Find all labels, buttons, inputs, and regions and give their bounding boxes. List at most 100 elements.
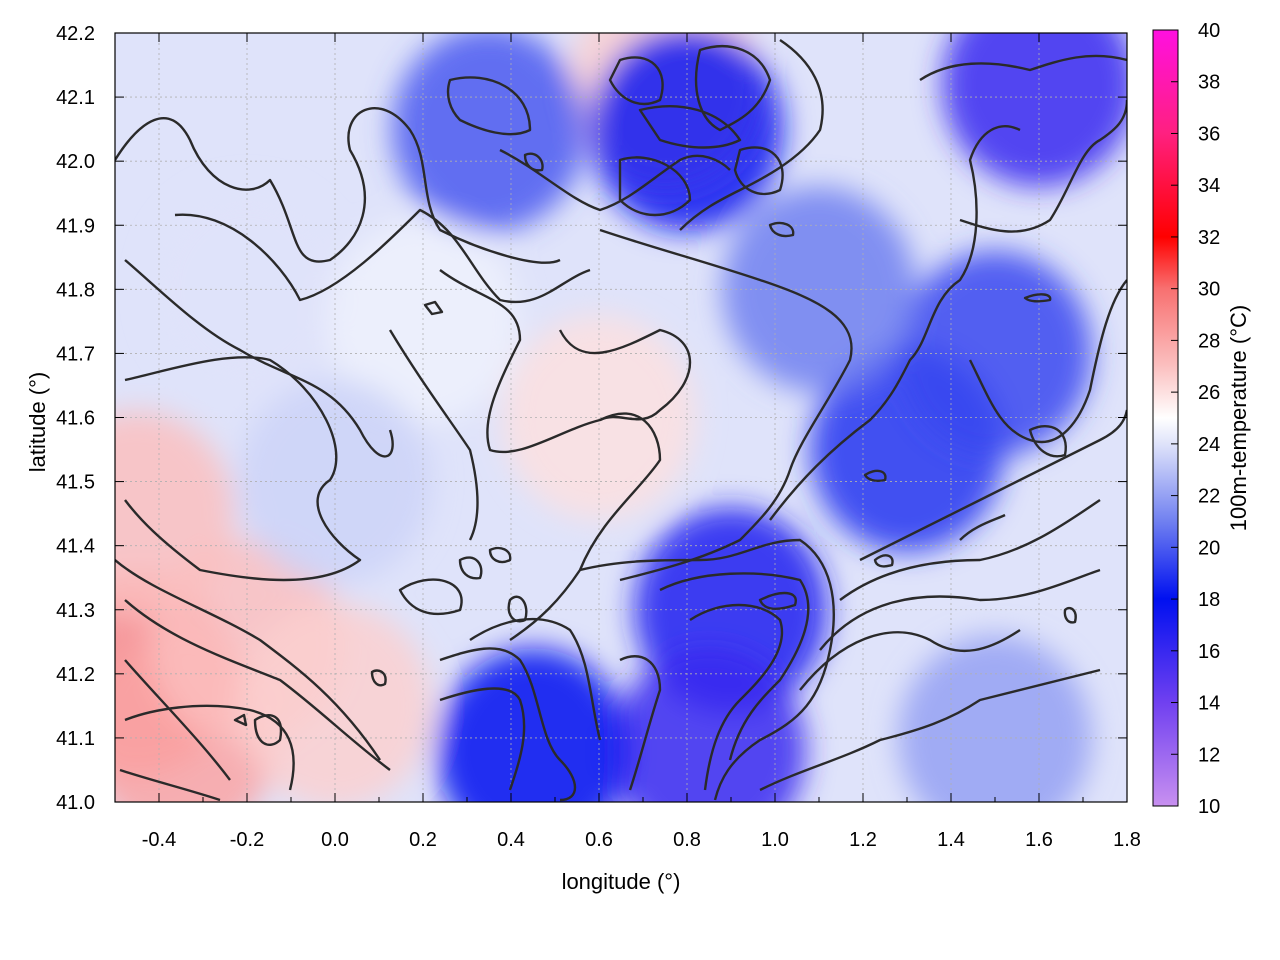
contour-line bbox=[469, 617, 602, 741]
colorbar-tick-label: 38 bbox=[1198, 72, 1220, 94]
contour-line bbox=[439, 687, 526, 791]
x-axis-title: longitude (°) bbox=[562, 869, 681, 894]
contour-lines bbox=[115, 39, 1127, 802]
contour-line bbox=[689, 603, 783, 791]
colorbar-tick-label: 32 bbox=[1198, 227, 1220, 249]
contour-line bbox=[619, 655, 662, 791]
colorbar-gradient bbox=[1152, 29, 1179, 807]
contour-line bbox=[873, 554, 894, 568]
contour-line bbox=[124, 356, 362, 582]
contour-line bbox=[558, 328, 692, 422]
colorbar-tick-label: 18 bbox=[1198, 589, 1220, 611]
y-axis: 41.0 41.1 41.2 41.3 41.4 41.5 41.6 41.7 41.8 41.9… bbox=[56, 23, 1127, 814]
y-tick-label: 42.0 bbox=[56, 151, 95, 173]
contour-line bbox=[959, 99, 1127, 233]
colorbar: 10 12 14 16 18 20 22 24 26 28 30 32 34 36 38 40 bbox=[1152, 20, 1220, 818]
y-tick-label: 41.3 bbox=[56, 600, 95, 622]
contour-line bbox=[859, 409, 1127, 562]
x-tick-label: 0.4 bbox=[497, 829, 525, 851]
x-tick-label: -0.2 bbox=[230, 829, 264, 851]
colorbar-ticks: 10 12 14 16 18 20 22 24 26 28 30 32 34 36 38 40 bbox=[1171, 20, 1220, 818]
plot-area bbox=[115, 33, 1127, 802]
x-tick-label: 1.2 bbox=[849, 829, 877, 851]
contour-line bbox=[124, 599, 391, 771]
contour-line bbox=[488, 546, 512, 564]
contour-line bbox=[523, 152, 544, 172]
y-tick-label: 41.0 bbox=[56, 792, 95, 814]
contour-line bbox=[423, 300, 444, 316]
x-tick-label: 0.6 bbox=[585, 829, 613, 851]
y-tick-label: 41.9 bbox=[56, 215, 95, 237]
y-tick-label: 42.2 bbox=[56, 23, 95, 45]
colorbar-tick-label: 14 bbox=[1198, 693, 1220, 715]
grid-lines bbox=[115, 33, 1127, 802]
contour-line bbox=[799, 629, 1021, 691]
contour-line bbox=[618, 156, 692, 217]
y-tick-label: 41.4 bbox=[56, 536, 95, 558]
heatmap-cell bbox=[942, 33, 1127, 187]
contour-line bbox=[919, 54, 1127, 81]
y-tick-label: 41.1 bbox=[56, 728, 95, 750]
x-tick-label: 1.0 bbox=[761, 829, 789, 851]
heatmap-cell bbox=[722, 186, 916, 392]
x-tick-label: 1.8 bbox=[1113, 829, 1141, 851]
x-axis: -0.4 -0.2 0.0 0.2 0.4 0.6 0.8 1.0 1.2 1.4 1.6 1.8 bbox=[114, 33, 1141, 851]
contour-line bbox=[694, 45, 772, 132]
contour-line bbox=[599, 228, 853, 582]
heatmap-cell bbox=[590, 33, 784, 232]
y-tick-label: 42.1 bbox=[56, 87, 95, 109]
contour-line bbox=[1023, 293, 1052, 303]
x-tick-label: 0.8 bbox=[673, 829, 701, 851]
y-axis-title: latitude (°) bbox=[25, 372, 50, 473]
contour-line bbox=[733, 146, 784, 196]
contour-line bbox=[439, 647, 577, 802]
contour-line bbox=[863, 469, 887, 482]
contour-line bbox=[638, 105, 742, 149]
contour-line bbox=[115, 559, 381, 761]
contour-line bbox=[124, 704, 295, 791]
contour-line bbox=[370, 669, 387, 687]
x-tick-label: 1.4 bbox=[937, 829, 965, 851]
heatmap-cell bbox=[326, 218, 520, 424]
heatmap-cell bbox=[392, 33, 586, 232]
colorbar-tick-label: 30 bbox=[1198, 279, 1220, 301]
y-tick-label: 41.8 bbox=[56, 279, 95, 301]
contour-line bbox=[119, 768, 221, 802]
contour-line bbox=[253, 714, 283, 746]
contour-line bbox=[839, 499, 1101, 601]
heatmap-cell bbox=[436, 648, 630, 802]
contour-line bbox=[959, 513, 1006, 541]
contour-line bbox=[768, 221, 795, 238]
contour-line bbox=[608, 56, 664, 106]
contour-line bbox=[499, 148, 731, 212]
x-tick-label: 0.0 bbox=[321, 829, 349, 851]
heatmap-cell bbox=[898, 635, 1092, 802]
colorbar-tick-label: 36 bbox=[1198, 123, 1220, 145]
colorbar-tick-label: 28 bbox=[1198, 330, 1220, 352]
contour-line bbox=[1028, 425, 1067, 458]
colorbar-tick-label: 10 bbox=[1198, 796, 1220, 818]
contour-line bbox=[124, 659, 231, 781]
y-tick-label: 41.7 bbox=[56, 343, 95, 365]
contour-line bbox=[174, 208, 591, 304]
heatmap-cell bbox=[502, 314, 696, 521]
contour-line bbox=[659, 572, 810, 761]
colorbar-tick-label: 16 bbox=[1198, 641, 1220, 663]
contour-line bbox=[759, 668, 1101, 792]
contour-line bbox=[458, 556, 483, 580]
contour-line bbox=[233, 713, 248, 727]
contour-line bbox=[769, 125, 1021, 521]
heatmap-field bbox=[115, 33, 1127, 802]
colorbar-tick-label: 20 bbox=[1198, 537, 1220, 559]
y-tick-label: 41.6 bbox=[56, 408, 95, 430]
x-tick-label: 1.6 bbox=[1025, 829, 1053, 851]
colorbar-tick-label: 24 bbox=[1198, 434, 1220, 456]
colorbar-tick-label: 22 bbox=[1198, 486, 1220, 508]
contour-line bbox=[968, 279, 1127, 444]
contour-line bbox=[1063, 606, 1077, 624]
colorbar-tick-label: 12 bbox=[1198, 744, 1220, 766]
x-tick-label: -0.4 bbox=[142, 829, 176, 851]
colorbar-tick-label: 26 bbox=[1198, 382, 1220, 404]
contour-line bbox=[819, 568, 1101, 651]
